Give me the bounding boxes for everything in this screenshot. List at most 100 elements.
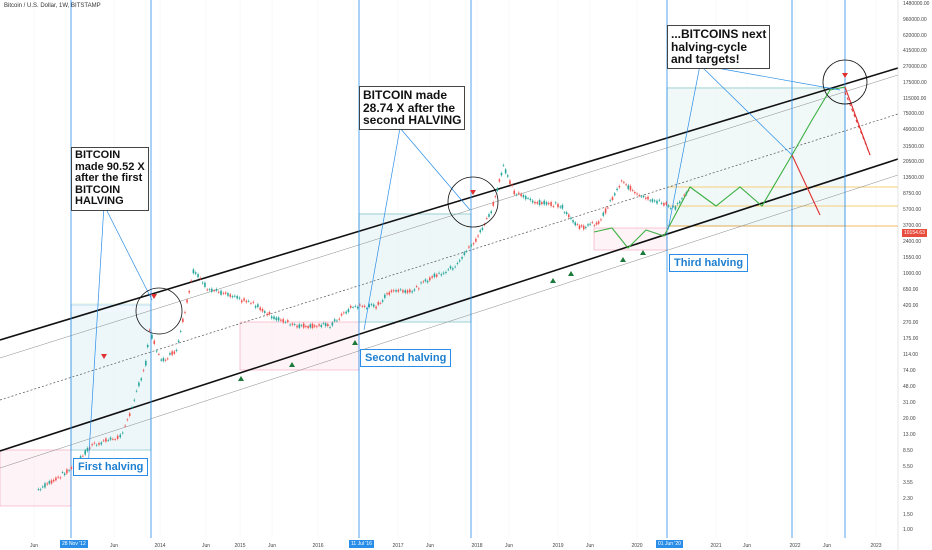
candle bbox=[442, 272, 445, 274]
peak-circle bbox=[822, 59, 868, 105]
candle bbox=[119, 434, 122, 438]
candle bbox=[381, 300, 384, 302]
candle bbox=[415, 286, 418, 287]
candle bbox=[574, 222, 577, 226]
candle bbox=[600, 219, 602, 221]
candle bbox=[477, 235, 479, 237]
candle bbox=[59, 477, 62, 479]
candle bbox=[406, 290, 409, 293]
x-tick-label: Jun bbox=[201, 543, 211, 549]
candle bbox=[331, 322, 334, 326]
candle bbox=[122, 432, 124, 434]
candle bbox=[84, 450, 86, 455]
x-tick-label: 2020 bbox=[631, 543, 643, 549]
range-box-pink bbox=[0, 449, 72, 507]
candle bbox=[114, 439, 116, 441]
candle bbox=[57, 476, 59, 478]
candle bbox=[179, 331, 182, 332]
y-tick-label: 1550.00 bbox=[903, 255, 922, 262]
candle bbox=[252, 301, 255, 303]
candle bbox=[44, 483, 46, 488]
candle bbox=[502, 164, 505, 166]
sell-marker bbox=[151, 294, 157, 299]
candle bbox=[531, 200, 534, 203]
candle bbox=[222, 292, 225, 294]
candle bbox=[229, 294, 232, 297]
candle bbox=[602, 212, 605, 216]
candle bbox=[672, 206, 674, 208]
callout-line bbox=[399, 127, 471, 211]
candle bbox=[201, 282, 204, 284]
y-tick-label: 75000.00 bbox=[903, 111, 924, 118]
candle bbox=[386, 293, 388, 295]
candle bbox=[390, 290, 393, 292]
candle bbox=[287, 320, 289, 322]
buy-marker bbox=[550, 278, 556, 283]
candle bbox=[377, 302, 380, 305]
candle bbox=[254, 305, 257, 308]
candle bbox=[587, 224, 589, 226]
callout-line bbox=[699, 64, 793, 156]
range-box-pink bbox=[239, 321, 360, 371]
chart-title: Bitcoin / U.S. Dollar, 1W, BITSTAMP bbox=[4, 3, 101, 9]
label-second-halving: Second halving bbox=[360, 349, 452, 367]
candle bbox=[447, 269, 450, 271]
candle bbox=[418, 288, 420, 290]
candle bbox=[162, 358, 165, 362]
candle bbox=[215, 288, 218, 291]
candle bbox=[277, 317, 280, 321]
annotation-next-cycle: ...BITCOINS next halving-cycle and targe… bbox=[667, 25, 771, 69]
candle bbox=[368, 304, 370, 307]
candle bbox=[445, 271, 447, 273]
x-tick-label: 2019 bbox=[552, 543, 564, 549]
candle bbox=[291, 323, 294, 325]
candle bbox=[609, 200, 611, 201]
y-tick-label: 8.50 bbox=[903, 447, 913, 454]
candle bbox=[561, 204, 564, 209]
candle bbox=[102, 440, 105, 442]
candle bbox=[171, 351, 173, 355]
candle bbox=[618, 186, 621, 188]
annotation-second-halving: BITCOIN made 28.74 X after the second HA… bbox=[359, 86, 466, 130]
candle bbox=[568, 214, 570, 218]
candle bbox=[93, 442, 96, 444]
candle bbox=[282, 319, 285, 323]
candle bbox=[333, 319, 336, 322]
sell-marker bbox=[470, 190, 476, 195]
candle bbox=[397, 289, 400, 292]
y-tick-label: 5700.00 bbox=[903, 206, 922, 213]
candle bbox=[636, 193, 638, 195]
candle bbox=[158, 354, 160, 355]
candle bbox=[273, 316, 275, 319]
candle bbox=[307, 326, 309, 328]
candle bbox=[375, 306, 377, 309]
candle bbox=[379, 303, 382, 304]
candle bbox=[431, 276, 433, 278]
candle bbox=[565, 212, 568, 214]
candle bbox=[454, 266, 456, 268]
candle bbox=[529, 198, 532, 201]
candle bbox=[116, 435, 119, 439]
candle bbox=[190, 280, 193, 282]
date-tag-third: 01 Jun '20 bbox=[656, 540, 683, 548]
candle bbox=[658, 199, 661, 201]
candle bbox=[506, 175, 509, 177]
label-first-halving: First halving bbox=[73, 458, 149, 476]
x-tick-label: 2021 bbox=[710, 543, 722, 549]
candle bbox=[284, 321, 287, 323]
candle bbox=[345, 311, 347, 314]
up-arrow-path bbox=[593, 86, 846, 249]
candle bbox=[324, 323, 327, 327]
halving-lines bbox=[70, 0, 846, 538]
candle bbox=[296, 325, 298, 328]
candle bbox=[37, 489, 40, 490]
candle bbox=[429, 277, 431, 281]
candle bbox=[607, 207, 609, 209]
buy-marker bbox=[289, 362, 295, 367]
x-tick-label: Jun bbox=[267, 543, 277, 549]
candle bbox=[39, 489, 42, 491]
candle bbox=[148, 329, 151, 331]
candle bbox=[631, 190, 634, 191]
candle bbox=[681, 198, 683, 200]
candle bbox=[363, 305, 366, 307]
